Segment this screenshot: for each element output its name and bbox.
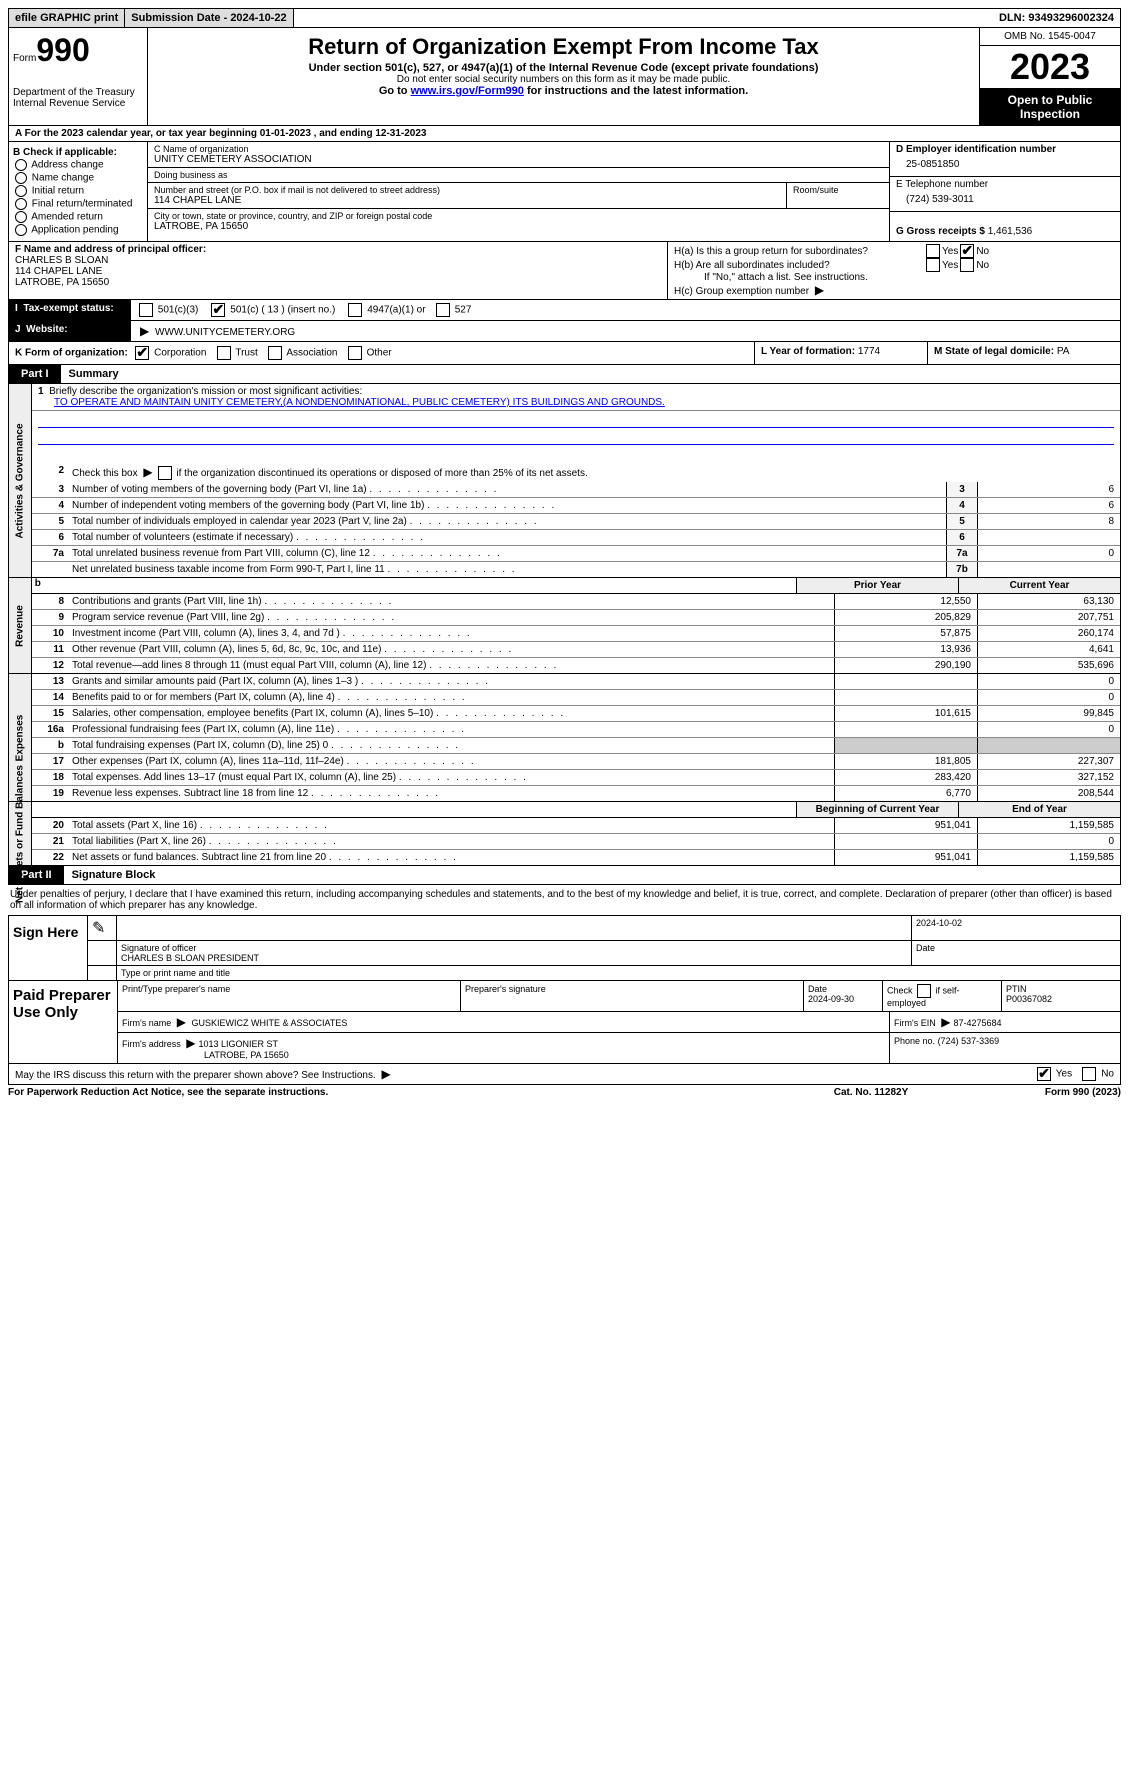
form-title: Return of Organization Exempt From Incom… (152, 34, 975, 60)
summary-line: 14 Benefits paid to or for members (Part… (32, 690, 1120, 706)
netassets-block: Net Assets or Fund Balances Beginning of… (8, 802, 1121, 866)
trust-check[interactable] (217, 346, 231, 360)
firm-ein: 87-4275684 (953, 1018, 1001, 1028)
entity-block: B Check if applicable: Address change Na… (8, 142, 1121, 242)
efile-btn[interactable]: efile GRAPHIC print (9, 9, 125, 27)
officer-name: CHARLES B SLOAN (15, 255, 661, 266)
form-header: Form990 Department of the Treasury Inter… (8, 28, 1121, 126)
form-number: Form990 (13, 32, 143, 69)
summary-line: 20 Total assets (Part X, line 16) 951,04… (32, 818, 1120, 834)
summary-line: Net unrelated business taxable income fr… (32, 562, 1120, 577)
tax-status-row: I Tax-exempt status: 501(c)(3) 501(c) ( … (8, 300, 1121, 321)
mission-text: TO OPERATE AND MAINTAIN UNITY CEMETERY,(… (54, 397, 665, 408)
officer-h-row: F Name and address of principal officer:… (8, 242, 1121, 300)
summary-line: 16a Professional fundraising fees (Part … (32, 722, 1120, 738)
501c3-check[interactable] (139, 303, 153, 317)
dept-label: Department of the Treasury Internal Reve… (13, 87, 143, 109)
form-org-row: K Form of organization: Corporation Trus… (8, 342, 1121, 365)
final-return-check[interactable] (15, 198, 27, 210)
summary-line: 6 Total number of volunteers (estimate i… (32, 530, 1120, 546)
phone: (724) 539-3011 (896, 190, 1114, 209)
summary-line: 4 Number of independent voting members o… (32, 498, 1120, 514)
website-row: J Website: ▶ WWW.UNITYCEMETERY.ORG (8, 321, 1121, 342)
self-employed-check[interactable] (917, 984, 931, 998)
summary-line: 10 Investment income (Part VIII, column … (32, 626, 1120, 642)
subtitle-3: Go to www.irs.gov/Form990 for instructio… (152, 85, 975, 97)
gross-receipts: 1,461,536 (988, 226, 1033, 237)
summary-line: 8 Contributions and grants (Part VIII, l… (32, 594, 1120, 610)
pen-icon: ✎ (88, 916, 117, 940)
summary-line: 5 Total number of individuals employed i… (32, 514, 1120, 530)
discontinued-check[interactable] (158, 466, 172, 480)
subtitle-2: Do not enter social security numbers on … (152, 74, 975, 85)
city-state-zip: LATROBE, PA 15650 (154, 221, 883, 232)
room-suite-label: Room/suite (793, 185, 883, 195)
4947-check[interactable] (348, 303, 362, 317)
addr-change-check[interactable] (15, 159, 27, 171)
summary-line: 3 Number of voting members of the govern… (32, 482, 1120, 498)
summary-line: 9 Program service revenue (Part VIII, li… (32, 610, 1120, 626)
officer-sig: CHARLES B SLOAN PRESIDENT (121, 953, 259, 963)
assoc-check[interactable] (268, 346, 282, 360)
part1-header: Part I Summary (8, 365, 1121, 384)
name-change-check[interactable] (15, 172, 27, 184)
revenue-block: Revenue b Prior Year Current Year 8 Cont… (8, 578, 1121, 674)
summary-line: 15 Salaries, other compensation, employe… (32, 706, 1120, 722)
app-pending-check[interactable] (15, 224, 27, 236)
preparer-block: Paid Preparer Use Only Print/Type prepar… (8, 981, 1121, 1064)
summary-line: 13 Grants and similar amounts paid (Part… (32, 674, 1120, 690)
hb-no[interactable] (960, 258, 974, 272)
tax-year: 2023 (980, 46, 1120, 89)
summary-line: 7a Total unrelated business revenue from… (32, 546, 1120, 562)
corp-check[interactable] (135, 346, 149, 360)
ha-yes[interactable] (926, 244, 940, 258)
discuss-no[interactable] (1082, 1067, 1096, 1081)
firm-addr: 1013 LIGONIER ST (198, 1039, 278, 1049)
top-bar: efile GRAPHIC print Submission Date - 20… (8, 8, 1121, 28)
org-name: UNITY CEMETERY ASSOCIATION (154, 154, 883, 165)
governance-block: Activities & Governance 1 Briefly descri… (8, 384, 1121, 578)
subtitle-1: Under section 501(c), 527, or 4947(a)(1)… (152, 62, 975, 74)
summary-line: 19 Revenue less expenses. Subtract line … (32, 786, 1120, 801)
irs-link[interactable]: www.irs.gov/Form990 (411, 85, 524, 97)
sign-block: Sign Here ✎ 2024-10-02 Signature of offi… (8, 916, 1121, 981)
firm-name: GUSKIEWICZ WHITE & ASSOCIATES (192, 1018, 348, 1028)
part2-header: Part II Signature Block (8, 866, 1121, 885)
perjury-declaration: Under penalties of perjury, I declare th… (8, 885, 1121, 916)
summary-line: 11 Other revenue (Part VIII, column (A),… (32, 642, 1120, 658)
summary-line: b Total fundraising expenses (Part IX, c… (32, 738, 1120, 754)
submission-date: Submission Date - 2024-10-22 (125, 9, 293, 27)
discuss-yes[interactable] (1037, 1067, 1051, 1081)
summary-line: 18 Total expenses. Add lines 13–17 (must… (32, 770, 1120, 786)
website-url: WWW.UNITYCEMETERY.ORG (155, 327, 295, 338)
expenses-block: Expenses 13 Grants and similar amounts p… (8, 674, 1121, 802)
arrow-icon: ▶ (815, 283, 824, 297)
prep-date: 2024-09-30 (808, 994, 854, 1004)
check-applicable: B Check if applicable: Address change Na… (9, 142, 148, 241)
501c-check[interactable] (211, 303, 225, 317)
ein: 25-0851850 (896, 155, 1114, 174)
summary-line: 22 Net assets or fund balances. Subtract… (32, 850, 1120, 865)
discuss-row: May the IRS discuss this return with the… (8, 1064, 1121, 1085)
summary-line: 17 Other expenses (Part IX, column (A), … (32, 754, 1120, 770)
hb-yes[interactable] (926, 258, 940, 272)
summary-line: 12 Total revenue—add lines 8 through 11 … (32, 658, 1120, 673)
sig-date: 2024-10-02 (916, 918, 962, 928)
summary-line: 21 Total liabilities (Part X, line 26) 0 (32, 834, 1120, 850)
ha-no[interactable] (960, 244, 974, 258)
omb-no: OMB No. 1545-0047 (980, 28, 1120, 46)
legal-domicile: PA (1057, 346, 1070, 357)
ptin: P00367082 (1006, 994, 1052, 1004)
footer: For Paperwork Reduction Act Notice, see … (8, 1085, 1121, 1100)
other-check[interactable] (348, 346, 362, 360)
year-formation: 1774 (858, 346, 880, 357)
dln: DLN: 93493296002324 (993, 9, 1120, 27)
initial-return-check[interactable] (15, 185, 27, 197)
open-public: Open to Public Inspection (980, 89, 1120, 125)
prep-phone: (724) 537-3369 (938, 1036, 1000, 1046)
527-check[interactable] (436, 303, 450, 317)
amended-check[interactable] (15, 211, 27, 223)
tax-year-row: A For the 2023 calendar year, or tax yea… (8, 126, 1121, 142)
street-address: 114 CHAPEL LANE (154, 195, 780, 206)
